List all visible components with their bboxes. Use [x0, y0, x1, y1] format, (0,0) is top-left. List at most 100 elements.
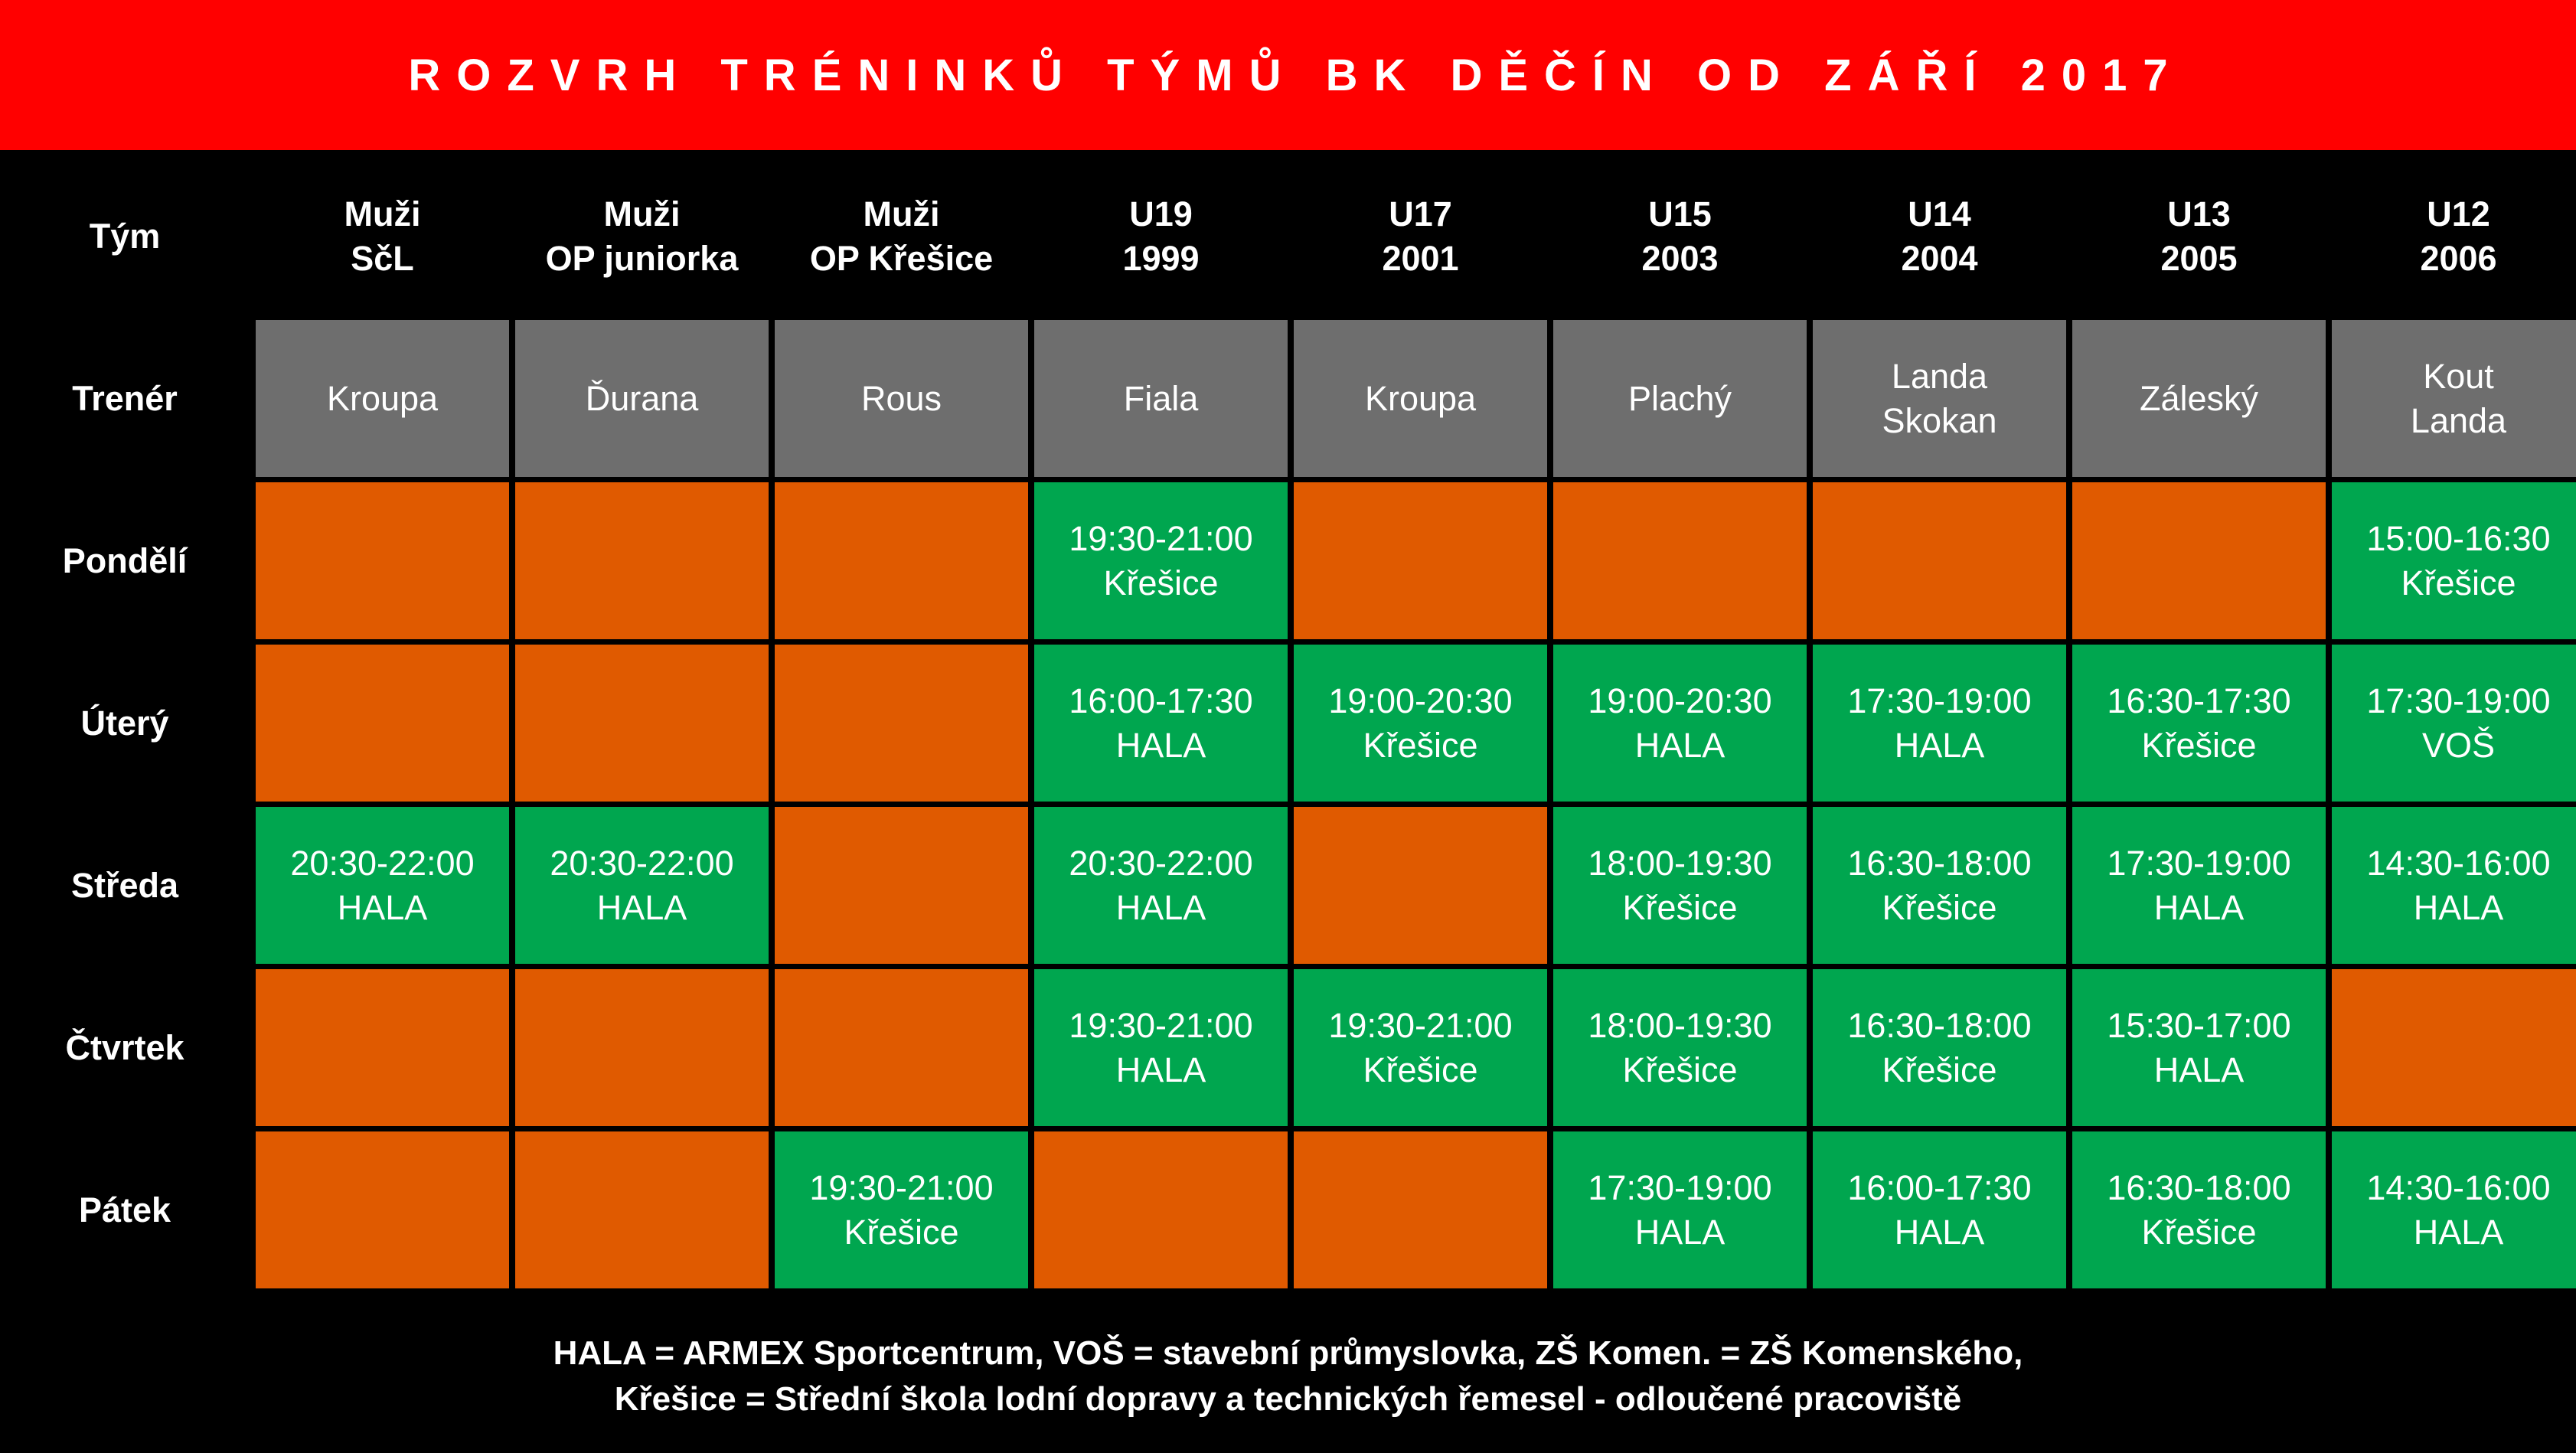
session-venue: Křešice [1622, 887, 1738, 927]
team-name: U14 [1908, 194, 1971, 233]
session-venue: Křešice [1882, 887, 1997, 927]
training-session-cell: 18:00-19:30 Křešice [1553, 807, 1807, 964]
session-time: 16:30-17:30 [2107, 681, 2291, 720]
training-session-cell: 19:30-21:00 Křešice [775, 1131, 1028, 1288]
session-venue: Křešice [2141, 1212, 2257, 1252]
training-session-cell: 20:30-22:00 HALA [1034, 807, 1288, 964]
schedule-table: Tým Trenér Pondělí Úterý Středa Čtvrtek Pátek M… [0, 158, 2576, 1291]
session-venue: Křešice [1622, 1050, 1738, 1089]
empty-slot-cell [515, 482, 769, 639]
empty-slot-cell [515, 645, 769, 802]
coach-name: Záleský [2139, 378, 2259, 418]
session-venue: HALA [1894, 1212, 1985, 1252]
training-session-cell: 17:30-19:00 HALA [1813, 645, 2066, 802]
row-label-team: Tým [0, 158, 250, 315]
team-name: U15 [1648, 194, 1712, 233]
team-header: U13 2005 [2072, 158, 2326, 315]
training-session-cell: 16:00-17:30 HALA [1034, 645, 1288, 802]
empty-slot-cell [256, 482, 509, 639]
session-time: 14:30-16:00 [2366, 843, 2551, 883]
coach-cell: Záleský [2072, 320, 2326, 477]
session-venue: VOŠ [2421, 725, 2496, 765]
session-time: 16:30-18:00 [2107, 1167, 2291, 1207]
session-time: 18:00-19:30 [1588, 843, 1772, 883]
coach-cell: Kout Landa [2332, 320, 2576, 477]
training-session-cell: 18:00-19:30 Křešice [1553, 969, 1807, 1126]
team-header: U17 2001 [1294, 158, 1547, 315]
training-session-cell: 17:30-19:00 HALA [1553, 1131, 1807, 1288]
session-time: 19:30-21:00 [809, 1167, 994, 1207]
session-time: 19:30-21:00 [1328, 1005, 1513, 1045]
session-venue: HALA [337, 887, 428, 927]
empty-slot-cell [515, 969, 769, 1126]
session-venue: Křešice [1103, 563, 1219, 602]
legend-footer: HALA = ARMEX Sportcentrum, VOŠ = stavebn… [0, 1300, 2576, 1453]
coach-name: Ďurana [585, 378, 699, 418]
coach-name: Landa [1891, 356, 1988, 396]
coach-cell: Kroupa [256, 320, 509, 477]
coach-cell: Rous [775, 320, 1028, 477]
empty-slot-cell [1294, 807, 1547, 964]
training-session-cell: 16:30-17:30 Křešice [2072, 645, 2326, 802]
training-session-cell: 19:00-20:30 Křešice [1294, 645, 1547, 802]
coach-name: Plachý [1628, 378, 1732, 418]
row-label-text: Trenér [72, 378, 178, 418]
empty-slot-cell [1034, 1131, 1288, 1288]
row-label-day: Pátek [0, 1131, 250, 1288]
team-header: Muži OP juniorka [515, 158, 769, 315]
empty-slot-cell [775, 645, 1028, 802]
team-name: U12 [2427, 194, 2490, 233]
legend-line-1: HALA = ARMEX Sportcentrum, VOŠ = stavebn… [553, 1334, 2023, 1372]
session-venue: HALA [2153, 887, 2245, 927]
session-time: 16:30-18:00 [1847, 843, 2032, 883]
team-header: Muži OP Křešice [775, 158, 1028, 315]
coach-name: Kroupa [326, 378, 439, 418]
session-venue: HALA [1115, 1050, 1206, 1089]
empty-slot-cell [1294, 482, 1547, 639]
coach-name: Skokan [1882, 400, 1997, 440]
session-time: 14:30-16:00 [2366, 1167, 2551, 1207]
empty-slot-cell [256, 1131, 509, 1288]
session-venue: HALA [2413, 1212, 2504, 1252]
training-session-cell: 19:30-21:00 Křešice [1294, 969, 1547, 1126]
empty-slot-cell [1813, 482, 2066, 639]
empty-slot-cell [1294, 1131, 1547, 1288]
coach-cell: Plachý [1553, 320, 1807, 477]
team-subtitle: 2003 [1641, 238, 1719, 278]
session-time: 15:00-16:30 [2366, 518, 2551, 558]
empty-slot-cell [775, 482, 1028, 639]
session-time: 19:00-20:30 [1588, 681, 1772, 720]
session-time: 17:30-19:00 [1588, 1167, 1772, 1207]
team-name: Muži [603, 194, 681, 233]
session-time: 19:30-21:00 [1069, 1005, 1253, 1045]
training-session-cell: 20:30-22:00 HALA [256, 807, 509, 964]
coach-name: Landa [2410, 400, 2507, 440]
session-venue: Křešice [2141, 725, 2257, 765]
team-name: U13 [2167, 194, 2231, 233]
training-session-cell: 17:30-19:00 HALA [2072, 807, 2326, 964]
team-subtitle: 2006 [2420, 238, 2497, 278]
team-subtitle: OP juniorka [545, 238, 739, 278]
empty-slot-cell [256, 969, 509, 1126]
session-venue: HALA [1634, 725, 1725, 765]
team-name: U17 [1389, 194, 1452, 233]
session-venue: Křešice [1882, 1050, 1997, 1089]
session-venue: HALA [2153, 1050, 2245, 1089]
team-header: U15 2003 [1553, 158, 1807, 315]
coach-cell: Fiala [1034, 320, 1288, 477]
legend-line-2: Křešice = Střední škola lodní dopravy a … [614, 1380, 1962, 1418]
row-label-day: Úterý [0, 645, 250, 802]
row-label-day: Středa [0, 807, 250, 964]
session-time: 18:00-19:30 [1588, 1005, 1772, 1045]
coach-cell: Kroupa [1294, 320, 1547, 477]
training-session-cell: 14:30-16:00 HALA [2332, 1131, 2576, 1288]
session-venue: Křešice [1363, 1050, 1478, 1089]
coach-name: Kroupa [1364, 378, 1477, 418]
day-label: Pondělí [62, 540, 188, 580]
session-venue: HALA [2413, 887, 2504, 927]
session-time: 20:30-22:00 [1069, 843, 1253, 883]
session-venue: Křešice [844, 1212, 959, 1252]
team-subtitle: OP Křešice [809, 238, 994, 278]
training-session-cell: 15:00-16:30 Křešice [2332, 482, 2576, 639]
coach-cell: Landa Skokan [1813, 320, 2066, 477]
